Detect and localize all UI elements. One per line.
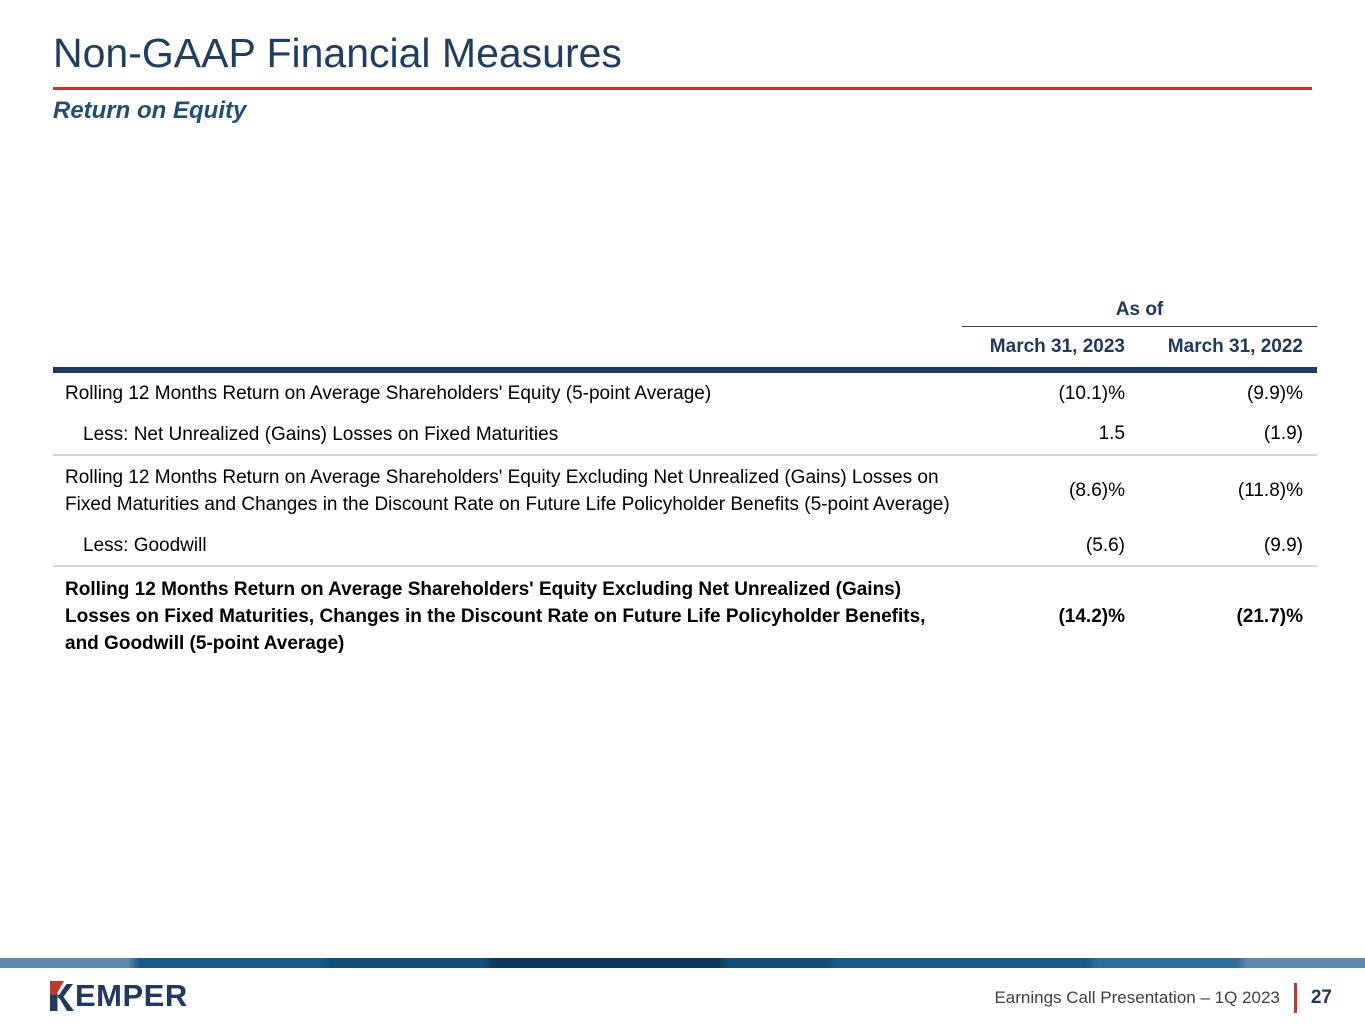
table-row: Rolling 12 Months Return on Average Shar… <box>53 567 1317 666</box>
table-spanner-row: As of <box>53 293 1317 327</box>
kemper-logo: EMPER <box>50 980 188 1012</box>
table-row: Less: Net Unrealized (Gains) Losses on F… <box>53 414 1317 456</box>
table-header-row: March 31, 2023 March 31, 2022 <box>53 327 1317 367</box>
row-label: Less: Goodwill <box>83 535 207 556</box>
kemper-logo-text: EMPER <box>75 978 188 1013</box>
footer-accent-bar <box>0 958 1365 968</box>
kemper-k-icon <box>50 981 74 1011</box>
row-value-2023: 1.5 <box>1098 423 1125 444</box>
row-label: Rolling 12 Months Return on Average Shar… <box>65 579 926 654</box>
column-header-2022: March 31, 2022 <box>1167 336 1303 357</box>
page-number: 27 <box>1310 987 1332 1008</box>
row-label: Rolling 12 Months Return on Average Shar… <box>65 383 712 404</box>
page-title: Non-GAAP Financial Measures <box>53 30 622 76</box>
row-value-2023: (10.1)% <box>1058 382 1125 404</box>
row-label: Rolling 12 Months Return on Average Shar… <box>65 467 950 515</box>
title-underline <box>53 87 1312 90</box>
row-value-2022: (9.9) <box>1263 534 1303 556</box>
row-value-2022: (9.9)% <box>1247 382 1303 404</box>
footer-divider <box>1293 983 1297 1013</box>
table-header-rule <box>53 367 1317 373</box>
table-row: Rolling 12 Months Return on Average Shar… <box>53 456 1317 526</box>
row-label: Less: Net Unrealized (Gains) Losses on F… <box>83 423 559 445</box>
roe-table: As of March 31, 2023 March 31, 2022 Roll… <box>53 293 1317 666</box>
footer-meta: Earnings Call Presentation – 1Q 2023 27 <box>994 982 1332 1014</box>
row-value-2023: (14.2)% <box>1058 605 1125 627</box>
footer-caption: Earnings Call Presentation – 1Q 2023 <box>994 988 1280 1007</box>
table-row: Less: Goodwill (5.6) (9.9) <box>53 526 1317 567</box>
row-value-2023: (5.6) <box>1085 534 1125 556</box>
row-value-2022: (1.9) <box>1263 423 1303 444</box>
column-header-2023: March 31, 2023 <box>989 336 1125 357</box>
row-value-2023: (8.6)% <box>1069 480 1125 501</box>
page-subtitle: Return on Equity <box>53 97 247 124</box>
row-value-2022: (21.7)% <box>1236 605 1303 627</box>
table-spanner: As of <box>962 299 1317 327</box>
table-row: Rolling 12 Months Return on Average Shar… <box>53 373 1317 414</box>
row-value-2022: (11.8)% <box>1237 480 1303 501</box>
